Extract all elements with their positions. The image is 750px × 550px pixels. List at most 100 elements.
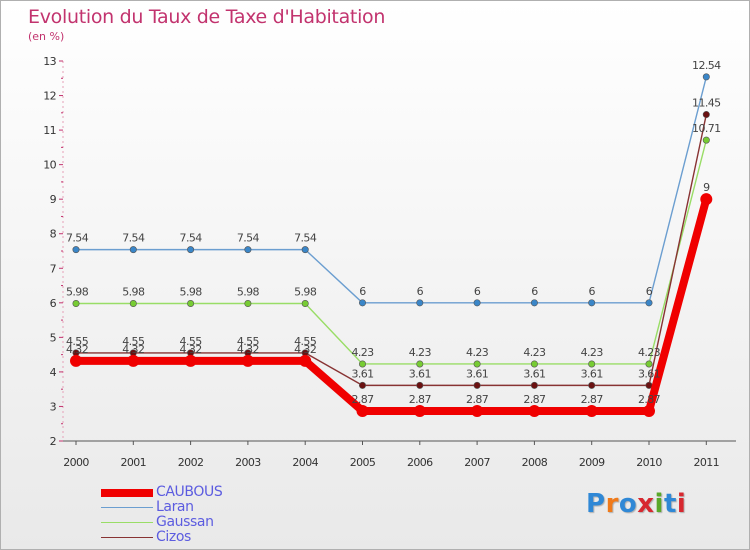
data-label-laran: 7.54 (122, 232, 145, 245)
legend-label: Laran (156, 499, 194, 515)
data-point-laran (129, 246, 137, 254)
series-line-gaussan (75, 139, 707, 365)
data-point-gaussan (72, 300, 80, 308)
data-point-caubous (241, 354, 254, 367)
data-point-cizos (416, 381, 424, 389)
data-label-caubous: 2.87 (581, 393, 604, 406)
logo-letter: P (586, 489, 606, 519)
data-label-caubous: 2.87 (523, 393, 546, 406)
legend-label: Gaussan (156, 514, 214, 530)
data-label-cizos: 3.61 (523, 367, 545, 380)
data-point-laran (244, 246, 252, 254)
data-label-laran: 6 (474, 285, 481, 298)
data-label-gaussan: 4.23 (581, 346, 604, 359)
x-tick-label: 2005 (350, 456, 376, 469)
logo-letter: r (605, 489, 619, 519)
data-point-laran (416, 299, 424, 307)
y-tick-label: 11 (43, 124, 56, 137)
logo-letter: i (676, 489, 687, 519)
data-label-cizos: 11.45 (692, 97, 721, 110)
series-line-cizos (75, 113, 707, 387)
data-label-cizos: 4.55 (122, 335, 145, 348)
x-tick-label: 2001 (120, 456, 146, 469)
data-label-caubous: 4.32 (180, 343, 202, 356)
series-line-caubous (72, 195, 711, 415)
data-point-caubous (700, 193, 713, 206)
data-label-gaussan: 4.23 (638, 346, 661, 359)
data-label-cizos: 3.61 (409, 367, 431, 380)
data-point-laran (358, 299, 366, 307)
data-point-cizos (473, 381, 481, 389)
legend-swatch (101, 507, 153, 508)
logo-letter: o (618, 489, 638, 519)
data-point-caubous (471, 404, 484, 417)
data-label-cizos: 4.55 (237, 335, 260, 348)
data-label-caubous: 2.87 (638, 393, 661, 406)
data-point-gaussan (358, 360, 366, 368)
data-label-gaussan: 5.98 (237, 286, 260, 299)
data-label-gaussan: 4.23 (409, 346, 432, 359)
data-point-caubous (413, 404, 426, 417)
data-label-gaussan: 4.23 (466, 346, 489, 359)
data-label-gaussan: 4.23 (523, 346, 546, 359)
data-label-cizos: 4.55 (180, 335, 203, 348)
logo-letter: t (663, 489, 677, 519)
data-label-laran: 6 (359, 285, 366, 298)
x-tick-label: 2003 (235, 456, 261, 469)
data-label-gaussan: 10.71 (692, 122, 721, 135)
logo-letter: x (637, 489, 655, 519)
y-tick-label: 7 (50, 262, 57, 275)
data-point-laran (588, 299, 596, 307)
data-point-caubous (643, 404, 655, 417)
data-label-caubous: 4.32 (294, 343, 316, 356)
x-tick-label: 2002 (178, 456, 204, 469)
data-label-caubous: 4.32 (66, 343, 88, 356)
series-line-laran (75, 76, 707, 304)
data-point-laran (702, 73, 710, 81)
data-label-cizos: 4.55 (294, 335, 317, 348)
data-point-cizos (702, 111, 710, 119)
proxiti-logo: Proxiti (586, 489, 686, 519)
y-tick-label: 10 (43, 159, 56, 172)
data-point-gaussan (301, 300, 309, 308)
data-point-gaussan (645, 360, 653, 368)
data-label-caubous: 2.87 (351, 393, 374, 406)
data-point-laran (530, 299, 538, 307)
data-point-gaussan (187, 300, 195, 308)
data-label-caubous: 2.87 (409, 393, 432, 406)
y-tick-label: 13 (43, 55, 56, 68)
x-tick-label: 2011 (693, 456, 719, 469)
data-point-laran (645, 299, 653, 307)
x-tick-label: 2010 (636, 456, 662, 469)
data-label-laran: 7.54 (294, 232, 317, 245)
data-point-laran (72, 246, 80, 254)
data-point-gaussan (244, 300, 252, 308)
data-point-gaussan (416, 360, 424, 368)
legend-swatch (101, 489, 153, 497)
data-label-cizos: 3.61 (638, 367, 660, 380)
data-label-gaussan: 5.98 (66, 286, 89, 299)
y-tick-label: 12 (43, 90, 56, 103)
data-point-cizos (530, 381, 538, 389)
y-tick-label: 9 (50, 193, 57, 206)
y-tick-label: 4 (50, 366, 57, 379)
logo-letter: i (654, 489, 664, 519)
data-label-cizos: 3.61 (581, 367, 603, 380)
data-label-caubous: 4.32 (122, 343, 144, 356)
data-label-gaussan: 4.23 (351, 346, 374, 359)
data-label-laran: 6 (531, 285, 538, 298)
y-tick-label: 6 (50, 297, 57, 310)
data-point-gaussan (473, 360, 481, 368)
chart-title: Evolution du Taux de Taxe d'Habitation (28, 6, 386, 28)
data-point-gaussan (530, 360, 538, 368)
legend-label: Cizos (156, 529, 191, 545)
data-point-caubous (184, 354, 197, 367)
data-label-gaussan: 5.98 (294, 286, 317, 299)
data-label-gaussan: 5.98 (180, 286, 203, 299)
chart-subtitle: (en %) (28, 30, 65, 43)
data-point-gaussan (588, 360, 596, 368)
data-point-cizos (358, 381, 366, 389)
data-point-laran (301, 246, 309, 254)
data-point-caubous (127, 354, 140, 367)
y-tick-label: 8 (50, 228, 57, 241)
